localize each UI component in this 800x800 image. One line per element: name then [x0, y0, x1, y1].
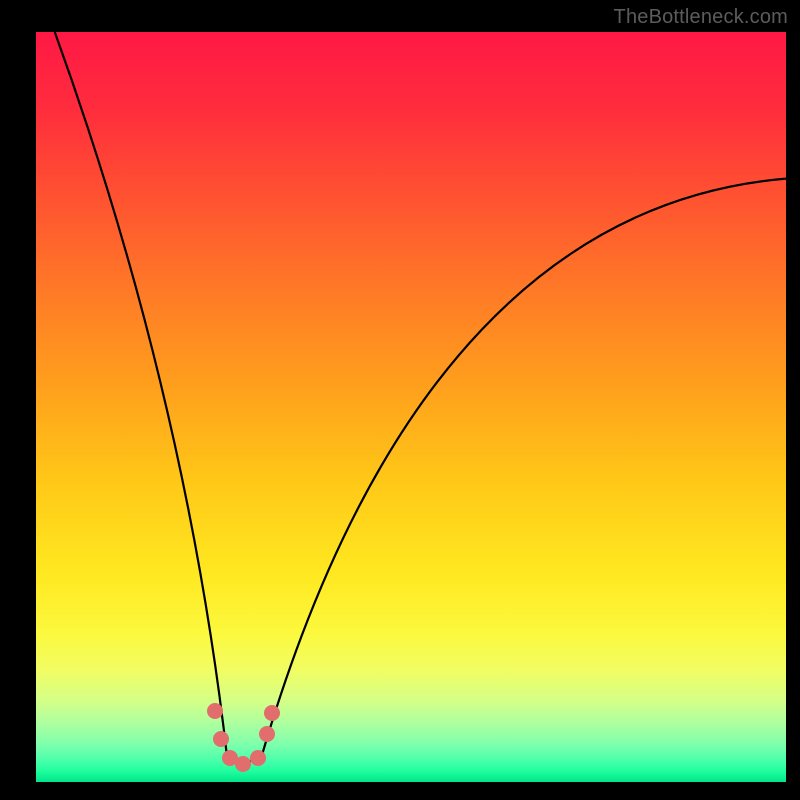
trough-marker	[250, 750, 266, 766]
trough-marker	[259, 726, 275, 742]
plot-area	[36, 32, 786, 784]
trough-marker	[264, 705, 280, 721]
trough-marker	[235, 756, 251, 772]
bottleneck-curve	[36, 32, 786, 784]
watermark-label: TheBottleneck.com	[614, 6, 788, 29]
trough-marker	[213, 731, 229, 747]
trough-marker	[207, 703, 223, 719]
outer-frame: TheBottleneck.com	[0, 0, 800, 800]
